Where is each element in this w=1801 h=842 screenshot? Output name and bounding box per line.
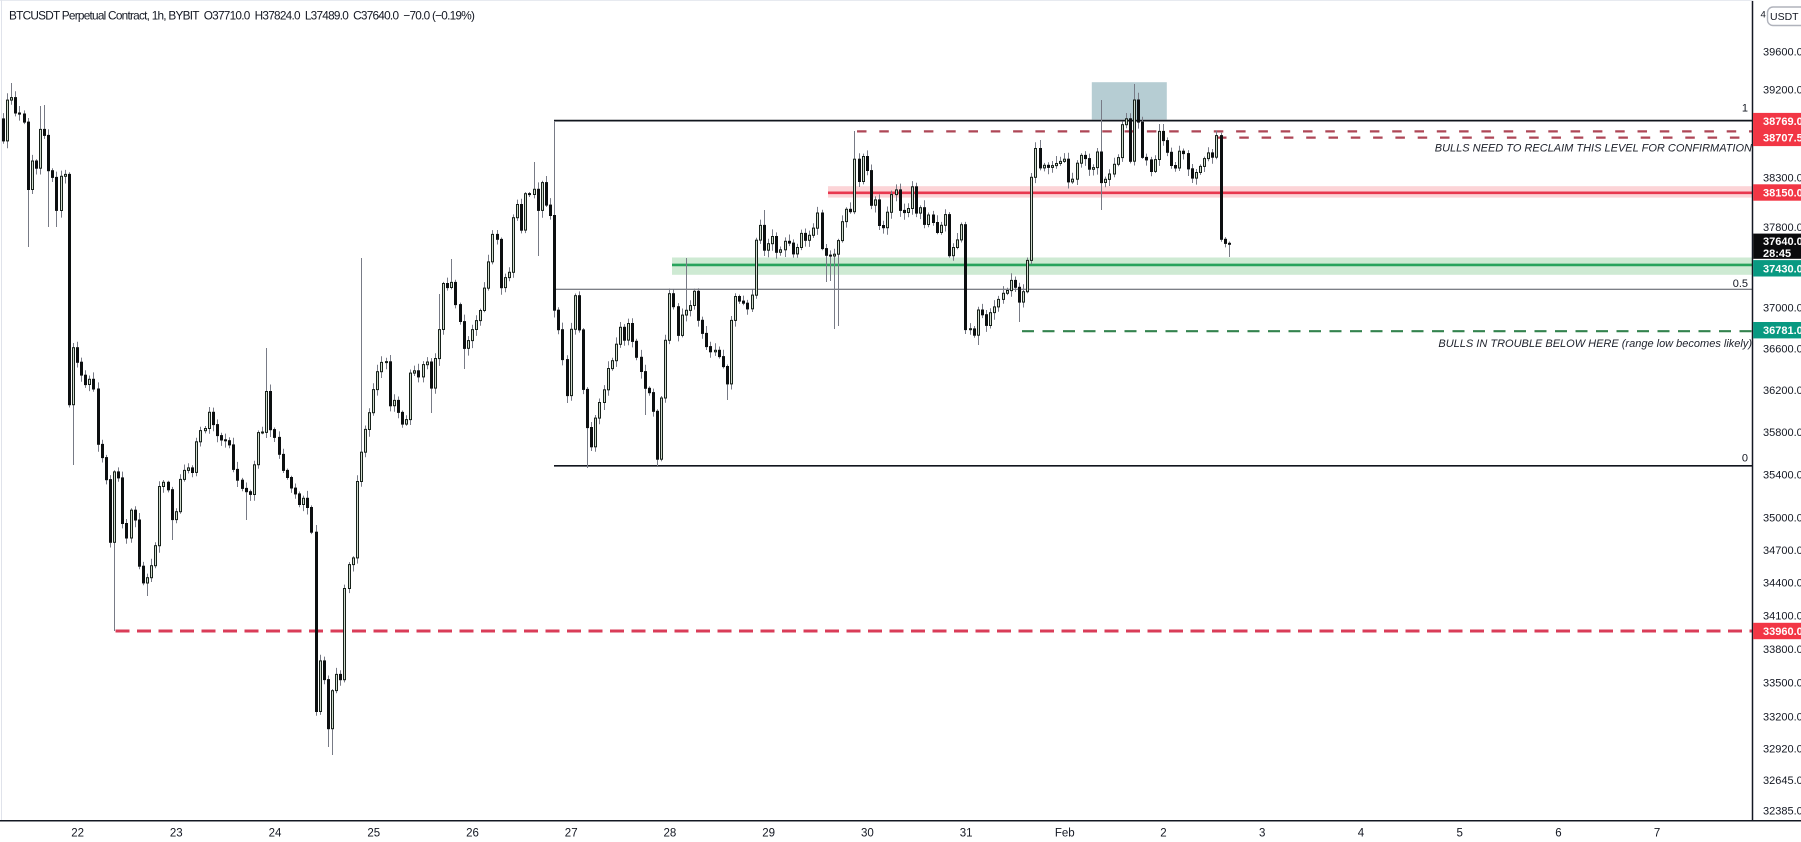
- svg-text:27: 27: [565, 828, 578, 840]
- svg-text:32645.0: 32645.0: [1763, 775, 1801, 787]
- svg-text:7: 7: [1654, 828, 1660, 840]
- svg-text:39600.0: 39600.0: [1763, 46, 1801, 58]
- svg-text:0: 0: [1742, 453, 1748, 465]
- svg-text:34400.0: 34400.0: [1763, 578, 1801, 590]
- svg-text:6: 6: [1555, 828, 1561, 840]
- svg-text:32920.0: 32920.0: [1763, 743, 1801, 755]
- svg-text:0.5: 0.5: [1733, 278, 1748, 290]
- svg-text:37430.0: 37430.0: [1763, 263, 1801, 275]
- svg-text:38150.0: 38150.0: [1763, 188, 1801, 200]
- svg-text:2: 2: [1160, 828, 1166, 840]
- svg-text:22: 22: [71, 828, 84, 840]
- svg-text:30: 30: [861, 828, 874, 840]
- svg-text:USDT: USDT: [1770, 11, 1799, 23]
- svg-text:36781.0: 36781.0: [1763, 325, 1801, 337]
- svg-text:32385.0: 32385.0: [1763, 805, 1801, 817]
- svg-text:BULLS NEED TO RECLAIM THIS LEV: BULLS NEED TO RECLAIM THIS LEVEL FOR CON…: [1435, 143, 1752, 155]
- svg-text:26: 26: [466, 828, 479, 840]
- svg-text:3: 3: [1259, 828, 1265, 840]
- svg-text:34700.0: 34700.0: [1763, 545, 1801, 557]
- svg-text:38707.5: 38707.5: [1763, 133, 1801, 145]
- svg-text:28:45: 28:45: [1763, 248, 1791, 260]
- svg-text:37000.0: 37000.0: [1763, 303, 1801, 315]
- svg-text:36600.0: 36600.0: [1763, 344, 1801, 356]
- svg-text:23: 23: [170, 828, 183, 840]
- svg-text:38300.0: 38300.0: [1763, 172, 1801, 184]
- svg-text:1: 1: [1742, 103, 1748, 115]
- svg-text:37800.0: 37800.0: [1763, 222, 1801, 234]
- svg-text:4: 4: [1761, 10, 1766, 21]
- svg-text:35000.0: 35000.0: [1763, 512, 1801, 524]
- svg-text:34100.0: 34100.0: [1763, 611, 1801, 623]
- svg-text:5: 5: [1456, 828, 1462, 840]
- svg-text:38769.0: 38769.0: [1763, 116, 1801, 128]
- svg-text:BULLS IN TROUBLE BELOW HERE (r: BULLS IN TROUBLE BELOW HERE (range low b…: [1438, 338, 1752, 350]
- svg-text:4: 4: [1358, 828, 1365, 840]
- svg-text:33960.0: 33960.0: [1763, 626, 1801, 638]
- svg-text:33500.0: 33500.0: [1763, 678, 1801, 690]
- svg-text:35800.0: 35800.0: [1763, 427, 1801, 439]
- svg-text:BTCUSDT Perpetual Contract, 1h: BTCUSDT Perpetual Contract, 1h, BYBIT O3…: [9, 9, 475, 23]
- svg-text:37640.0: 37640.0: [1763, 236, 1801, 248]
- svg-text:28: 28: [664, 828, 677, 840]
- svg-text:Feb: Feb: [1055, 828, 1075, 840]
- svg-text:31: 31: [960, 828, 973, 840]
- svg-text:33800.0: 33800.0: [1763, 644, 1801, 656]
- svg-text:25: 25: [367, 828, 380, 840]
- svg-text:39200.0: 39200.0: [1763, 85, 1801, 97]
- svg-text:33200.0: 33200.0: [1763, 712, 1801, 724]
- svg-text:35400.0: 35400.0: [1763, 469, 1801, 481]
- svg-text:36200.0: 36200.0: [1763, 385, 1801, 397]
- svg-text:24: 24: [269, 828, 282, 840]
- svg-text:29: 29: [762, 828, 775, 840]
